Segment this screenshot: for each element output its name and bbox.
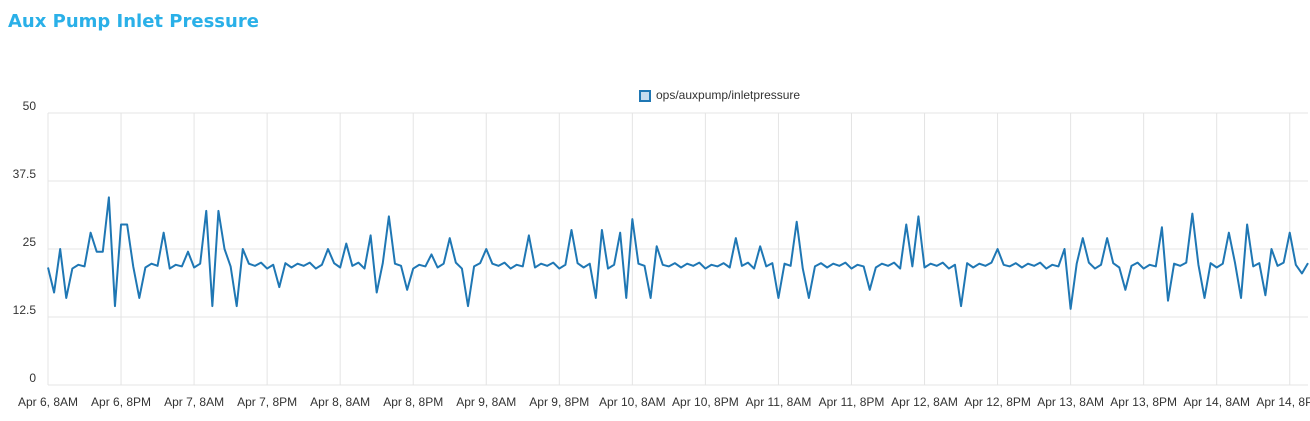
x-tick-label: Apr 9, 8AM (456, 395, 516, 409)
y-tick-label: 0 (29, 371, 36, 385)
x-tick-label: Apr 9, 8PM (529, 395, 589, 409)
x-tick-label: Apr 13, 8AM (1037, 395, 1104, 409)
x-tick-label: Apr 8, 8AM (310, 395, 370, 409)
x-tick-label: Apr 14, 8PM (1256, 395, 1310, 409)
x-tick-label: Apr 8, 8PM (383, 395, 443, 409)
x-tick-label: Apr 6, 8AM (18, 395, 78, 409)
legend-swatch (639, 90, 651, 102)
chart-title: Aux Pump Inlet Pressure (8, 11, 259, 32)
x-tick-label: Apr 14, 8AM (1183, 395, 1250, 409)
data-line (47, 196, 1309, 310)
x-tick-label: Apr 11, 8AM (746, 395, 812, 409)
x-tick-label: Apr 10, 8PM (672, 395, 739, 409)
y-tick-label: 12.5 (13, 303, 37, 317)
y-tick-label: 50 (23, 99, 37, 113)
x-tick-label: Apr 13, 8PM (1110, 395, 1177, 409)
x-tick-label: Apr 10, 8AM (599, 395, 666, 409)
legend-label: ops/auxpump/inletpressure (656, 88, 800, 102)
x-tick-label: Apr 7, 8AM (164, 395, 224, 409)
y-tick-label: 25 (23, 235, 37, 249)
y-tick-label: 37.5 (13, 167, 37, 181)
x-tick-label: Apr 12, 8AM (891, 395, 958, 409)
x-tick-label: Apr 11, 8PM (819, 395, 885, 409)
x-tick-label: Apr 12, 8PM (964, 395, 1031, 409)
x-tick-label: Apr 7, 8PM (237, 395, 297, 409)
x-tick-label: Apr 6, 8PM (91, 395, 151, 409)
